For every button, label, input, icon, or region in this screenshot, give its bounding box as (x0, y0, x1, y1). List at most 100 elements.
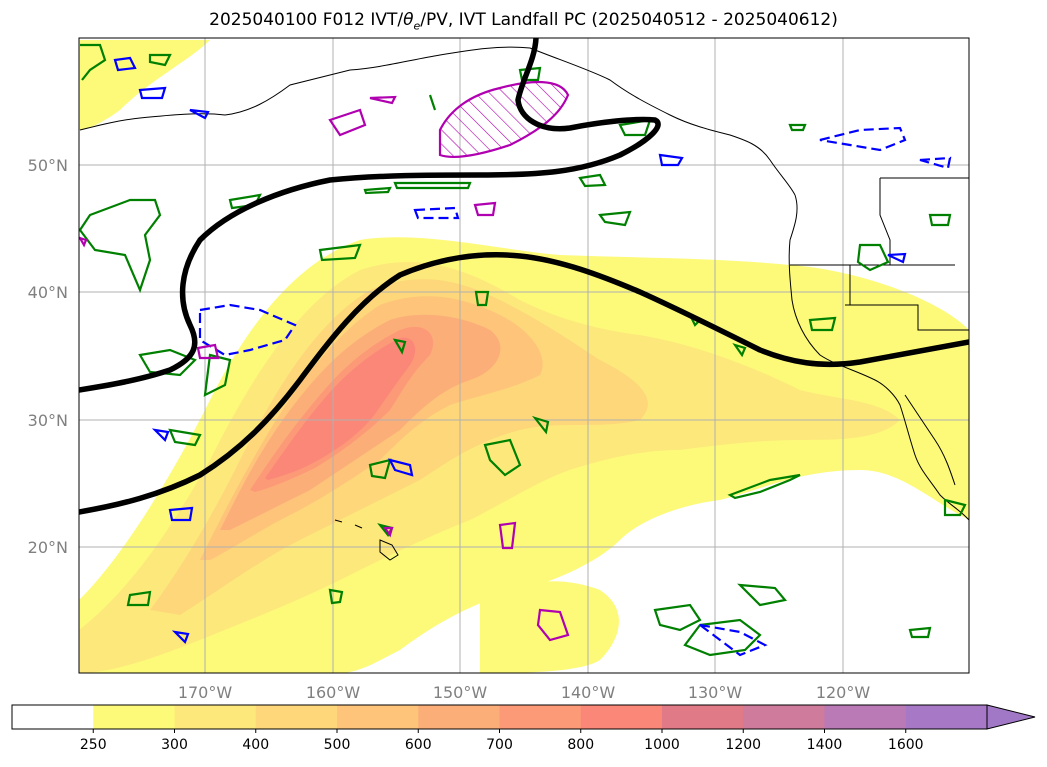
pv-hatch-region (438, 80, 570, 159)
colorbar-tick-label: 400 (242, 737, 269, 753)
colorbar-swatch (337, 705, 419, 729)
colorbar-extension-arrow (986, 704, 1036, 730)
theta-e-contour (428, 94, 437, 111)
pv-contours (113, 56, 952, 657)
theta-e-contour (653, 603, 702, 632)
colorbar-swatch (499, 705, 582, 729)
pv-contour (171, 630, 190, 644)
theta-e-contour (737, 583, 788, 607)
theta-e-contour (474, 290, 490, 307)
pv-contour (138, 86, 167, 100)
colorbar-swatch (662, 705, 744, 729)
lat-label-20n: 20°N (28, 538, 68, 557)
colorbar-tick-label: 300 (161, 737, 188, 753)
colorbar-swatch (905, 705, 988, 729)
theta-e-contour (328, 588, 344, 605)
pv-negative-contour (536, 608, 570, 642)
theta-e-contour (363, 186, 392, 195)
lon-label-140w: 140°W (561, 683, 616, 702)
gridlines (79, 38, 969, 673)
theta-e-contour (393, 181, 472, 190)
colorbar-tick-label: 600 (405, 737, 432, 753)
theta-e-contour (727, 473, 801, 500)
theta-e-contour (788, 123, 807, 132)
colorbar-tick-label: 1400 (807, 737, 843, 753)
longitude-labels: 170°W 160°W 150°W 140°W 130°W 120°W (178, 683, 871, 702)
hawaii-islands (334, 519, 399, 561)
pv-contour (198, 303, 297, 357)
theta-e-contour (943, 498, 967, 517)
pv-negative-contour (382, 526, 394, 538)
jet-contours (79, 38, 969, 515)
pv-contour (819, 126, 907, 152)
alaska-coast (79, 46, 796, 196)
lon-label-120w: 120°W (816, 683, 871, 702)
pv-contour (387, 458, 414, 477)
pv-negative-contour (196, 343, 220, 360)
theta-e-contour (168, 428, 202, 447)
latitude-labels: 50°N 40°N 30°N 20°N (28, 156, 68, 557)
theta-e-contour (318, 243, 362, 262)
theta-e-contour (126, 590, 152, 607)
colorbar-tick-label: 1600 (888, 737, 924, 753)
state-border-3 (845, 304, 969, 331)
colorbar-tick-label: 500 (324, 737, 351, 753)
theta-e-contour (808, 316, 837, 332)
ivt-250-south (480, 581, 619, 673)
theta-e-contour (80, 43, 107, 81)
theta-e-contour (908, 626, 932, 639)
theta-e-contour (148, 53, 172, 67)
lon-label-130w: 130°W (688, 683, 743, 702)
jet-contour-southern (79, 252, 969, 515)
ivt-250-northwest (79, 40, 210, 130)
west-coast (788, 194, 969, 521)
pv-contour (658, 153, 684, 167)
pv-negative-contour (79, 236, 88, 248)
colorbar: 250 300 400 500 600 700 800 1000 1200 1400 1600 (11, 704, 1036, 753)
colorbar-swatch (824, 705, 907, 729)
theta-e-contour (732, 343, 747, 358)
theta-e-contour (368, 458, 392, 480)
theta-e-contour (79, 198, 162, 294)
theta-e-contour (518, 66, 542, 82)
colorbar-swatch (743, 705, 825, 729)
colorbar-swatch (580, 705, 663, 729)
colorbar-tick-label: 700 (486, 737, 513, 753)
pv-negative-contour (369, 95, 397, 105)
theta-e-contour (392, 338, 407, 355)
pv-negative-contour (328, 108, 367, 137)
theta-e-contour (928, 213, 952, 227)
pv-contour (919, 156, 952, 170)
colorbar-swatch (12, 705, 94, 729)
ivt-shading (79, 40, 969, 673)
lat-label-50n: 50°N (28, 156, 68, 175)
colorbar-swatch (255, 705, 338, 729)
pv-contour (151, 428, 170, 442)
map-plot-area (79, 38, 969, 673)
theta-e-contour (856, 243, 890, 272)
theta-e-contour (598, 210, 632, 227)
theta-e-contour (138, 348, 197, 377)
colorbar-swatch (418, 705, 500, 729)
colorbar-swatch (93, 705, 175, 729)
pv-contour (168, 506, 194, 522)
pv-contour (887, 252, 907, 264)
ivt-800-region (265, 337, 416, 480)
map-frame (78, 37, 970, 674)
map-title: 2025040100 F012 IVT/θe/PV, IVT Landfall … (209, 10, 838, 33)
colorbar-swatch (174, 705, 257, 729)
lat-label-30n: 30°N (28, 411, 68, 430)
state-border-2 (879, 178, 891, 265)
theta-e-contour (203, 353, 232, 397)
pv-negative-regions (79, 80, 570, 642)
lat-label-40n: 40°N (28, 283, 68, 302)
baja-coast (904, 394, 956, 486)
lon-label-170w: 170°W (178, 683, 233, 702)
colorbar-tick-label: 250 (80, 737, 107, 753)
theta-e-contour (531, 415, 550, 435)
pv-contour (413, 206, 460, 220)
colorbar-tick-label: 1000 (644, 737, 680, 753)
theta-e-contour (683, 618, 762, 657)
colorbar-tick-label: 800 (567, 737, 594, 753)
